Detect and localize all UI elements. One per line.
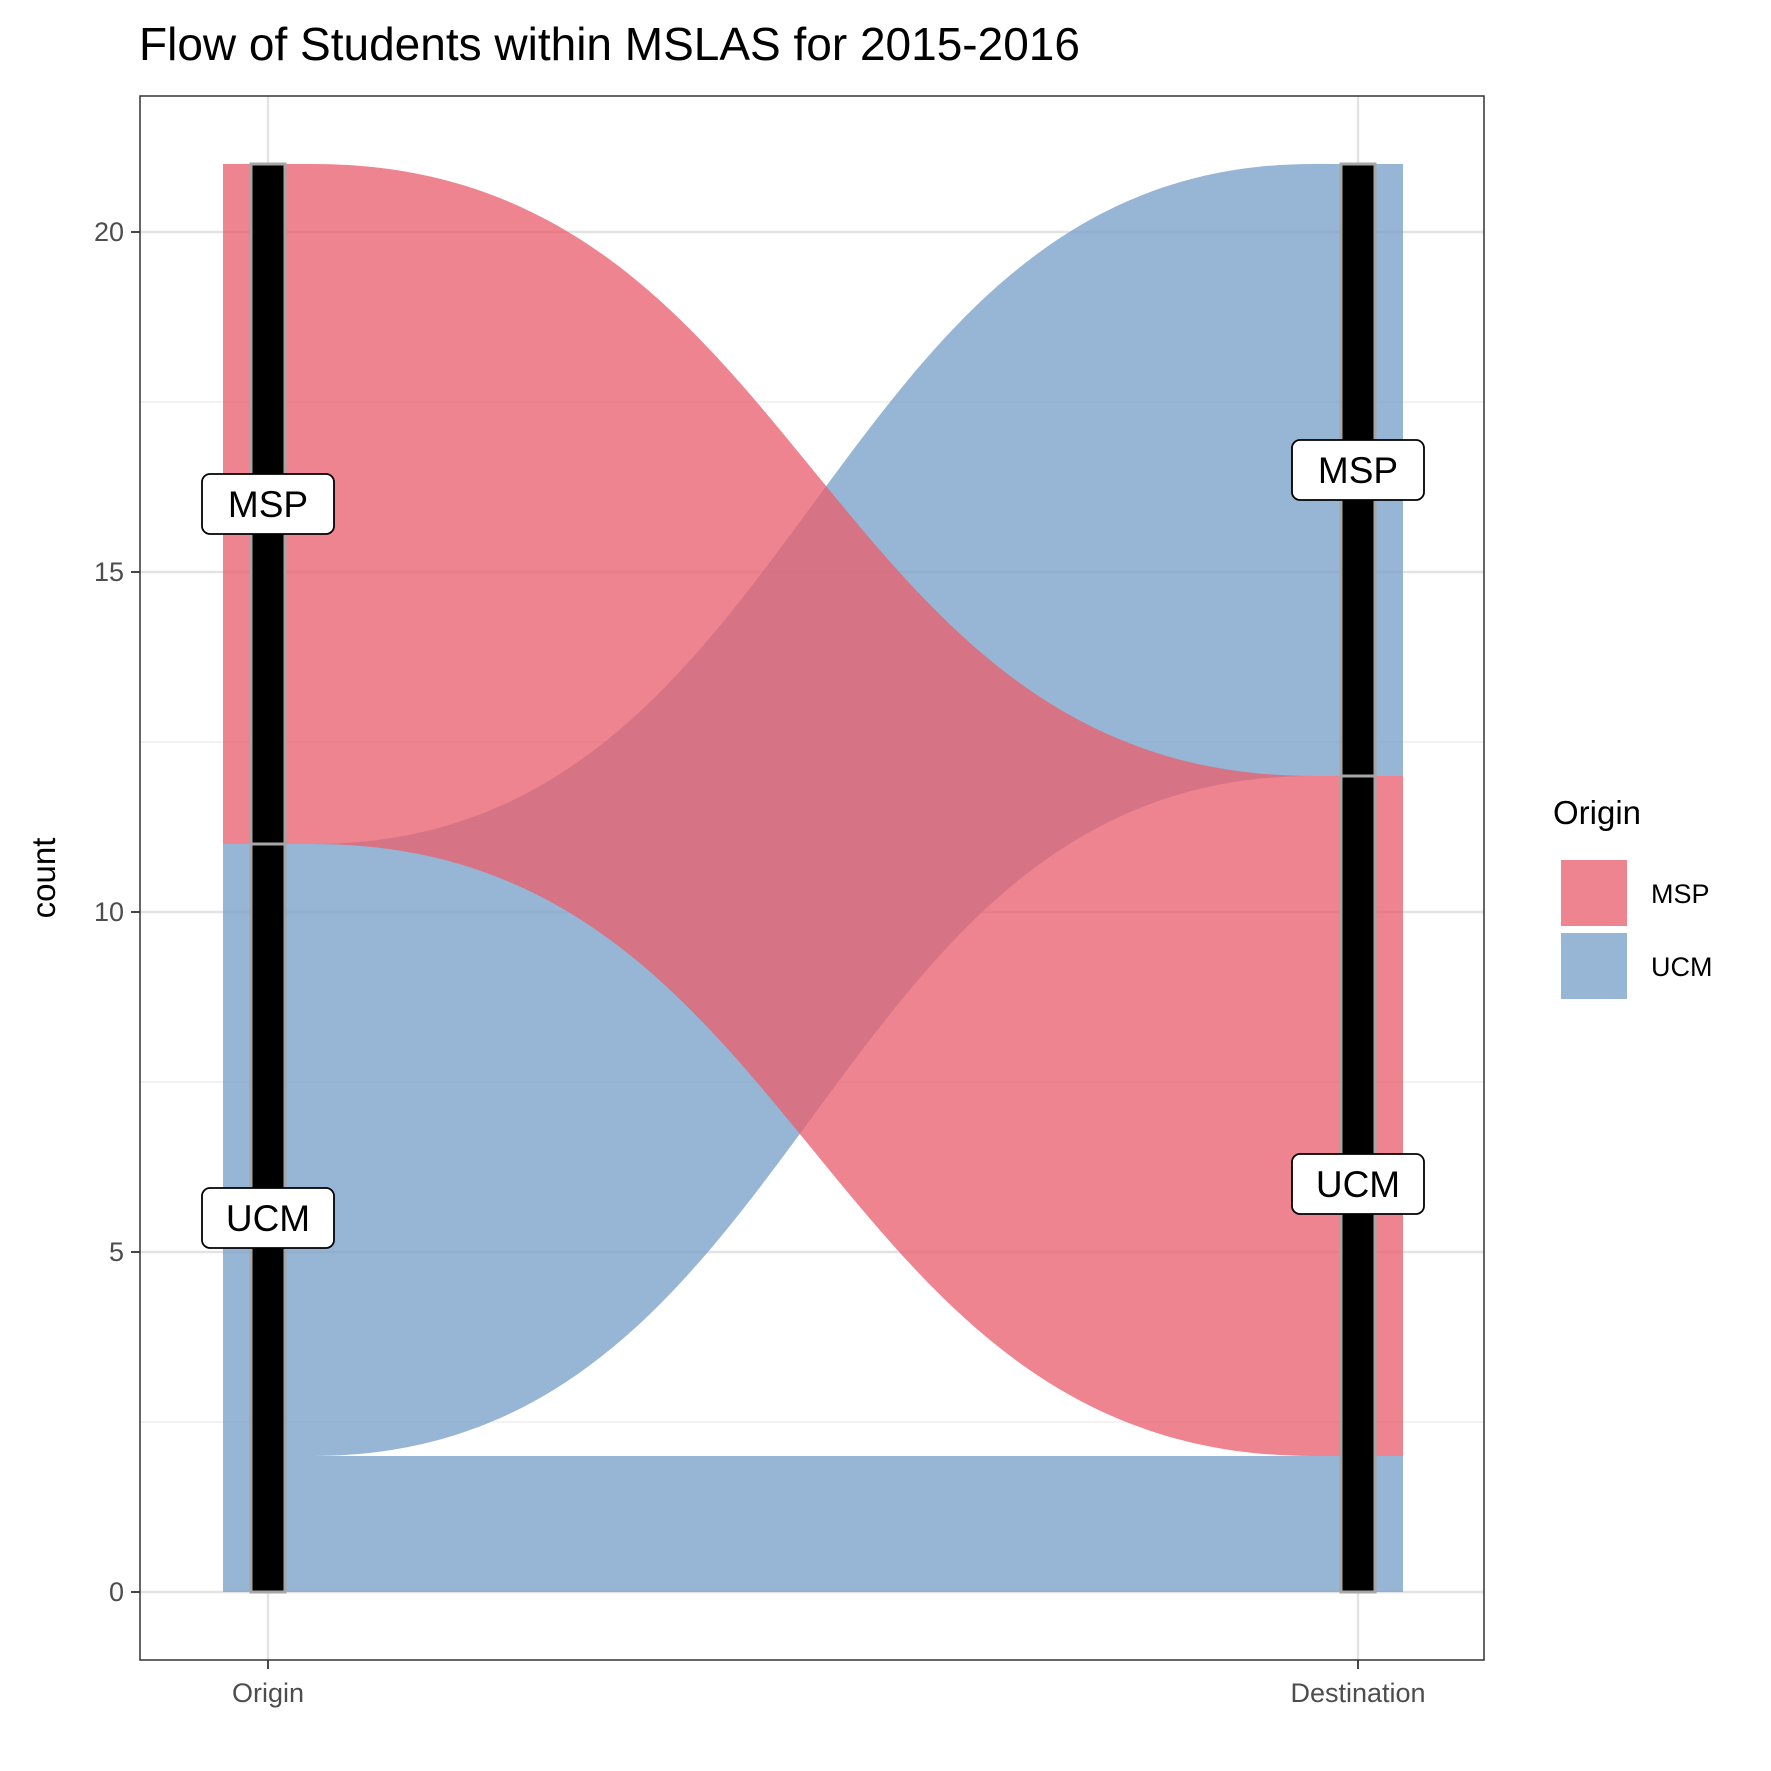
legend-key-ucm [1561, 933, 1627, 999]
node-label-box [201, 1187, 335, 1249]
node-label-text: MSP [228, 484, 308, 525]
node-label-text: UCM [1316, 1164, 1400, 1205]
node-label-origin-ucm: UCM [201, 1187, 335, 1249]
y-tick-label: 20 [94, 217, 124, 247]
plot-border [139, 95, 1485, 1661]
legend: Origin MSP UCM [1553, 794, 1713, 999]
x-tick-label-origin: Origin [232, 1678, 304, 1708]
node-label-destination-msp: MSP [1291, 439, 1425, 501]
node-label-box [201, 473, 335, 535]
legend-label-ucm: UCM [1651, 952, 1713, 982]
y-tick-label: 0 [109, 1577, 124, 1607]
legend-key-msp [1561, 860, 1627, 926]
node-label-layer: UCM MSP UCM MSP [201, 439, 1425, 1249]
y-tick-label: 10 [94, 897, 124, 927]
y-tick-label: 15 [94, 557, 124, 587]
axis-layer: 0 5 10 15 20 Origin Destination [94, 217, 1426, 1708]
node-label-text: MSP [1318, 450, 1398, 491]
chart-title: Flow of Students within MSLAS for 2015-2… [139, 18, 1080, 70]
flow-msp-to-ucm [223, 164, 1403, 1456]
node-label-text: UCM [226, 1198, 310, 1239]
node-label-origin-msp: MSP [201, 473, 335, 535]
node-label-destination-ucm: UCM [1291, 1153, 1425, 1215]
node-label-box [1291, 1153, 1425, 1215]
x-tick-label-destination: Destination [1290, 1678, 1425, 1708]
y-axis-title: count [25, 838, 62, 919]
legend-label-msp: MSP [1651, 879, 1710, 909]
flow-ucm-to-ucm [223, 1456, 1403, 1592]
node-label-box [1291, 439, 1425, 501]
flow-layer [223, 164, 1403, 1592]
legend-title: Origin [1553, 794, 1641, 831]
y-tick-label: 5 [109, 1237, 124, 1267]
